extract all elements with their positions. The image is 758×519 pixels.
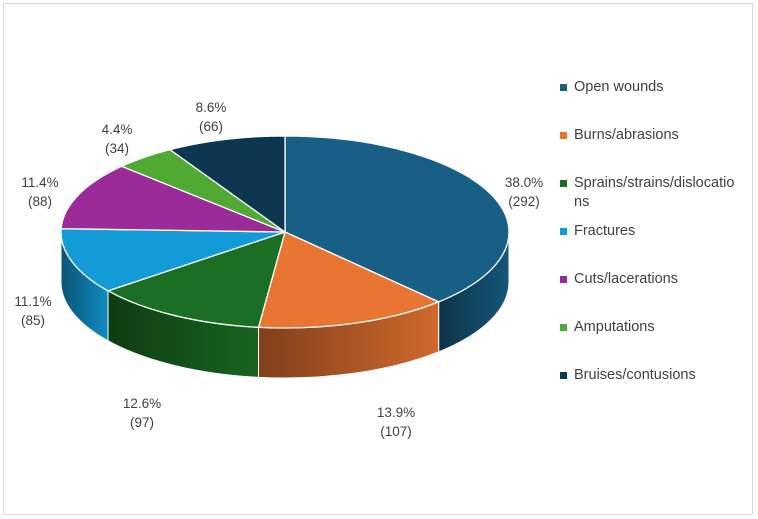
legend-label: Fractures [574, 223, 636, 239]
data-label-percent: 11.1% [14, 294, 51, 309]
legend-label: Sprains/strains/dislocations [574, 175, 735, 210]
legend-item-fractures: Fractures [560, 222, 740, 270]
data-label-count: (107) [380, 424, 412, 439]
pie-slice-fractures [60, 228, 286, 292]
data-label-count: (88) [28, 194, 52, 209]
legend-label: Open wounds [574, 79, 664, 95]
legend-item-burns: Burns/abrasions [560, 126, 740, 174]
pie-slice-open-wounds [284, 135, 510, 303]
data-labels: 38.0% (292)13.9% (107)12.6% (97)11.1% (85)11… [14, 100, 543, 439]
data-label-count: (292) [508, 194, 540, 209]
pie-side-walls [60, 231, 510, 379]
chart-frame: 38.0% (292) 13.9% (107) 12.6% (97) 11.1% (85) 11… [3, 3, 753, 515]
data-label: 38.0% (292) [505, 175, 543, 209]
legend-label: Burns/abrasions [574, 127, 679, 143]
legend-label: Cuts/lacerations [574, 271, 678, 287]
data-label-percent: 4.4% [102, 122, 133, 137]
legend-item-sprains: Sprains/strains/dislocations [560, 174, 740, 222]
data-label: 8.6% (66) [196, 100, 227, 134]
pie-slice-bruises-contusions [168, 135, 286, 234]
data-label: 4.4% (34) [102, 122, 133, 156]
data-label-percent: 8.6% [196, 100, 227, 115]
legend-label: Bruises/contusions [574, 367, 696, 383]
pie-top [60, 135, 510, 329]
legend-swatch [560, 180, 567, 187]
data-label-count: (34) [105, 141, 129, 156]
data-label-count: (66) [199, 119, 223, 134]
legend-item-amputations: Amputations [560, 318, 740, 366]
pie-chart: 38.0% (292)13.9% (107)12.6% (97)11.1% (85)11… [14, 100, 543, 439]
legend-label: Amputations [574, 319, 655, 335]
data-label: 11.4% (88) [21, 175, 58, 209]
legend-swatch [560, 132, 567, 139]
legend-item-open-wounds: Open wounds [560, 78, 740, 126]
legend-swatch [560, 324, 567, 331]
data-label: 12.6% (97) [123, 396, 161, 430]
data-label: 11.1% (85) [14, 294, 51, 328]
pie-slice-sprains-strains-dislocations [106, 230, 286, 329]
legend-item-bruises: Bruises/contusions [560, 366, 740, 414]
data-label-count: (85) [21, 313, 45, 328]
legend-swatch [560, 372, 567, 379]
data-label-percent: 11.4% [21, 175, 58, 190]
data-label: 13.9% (107) [377, 405, 415, 439]
legend-item-cuts: Cuts/lacerations [560, 270, 740, 318]
pie-slice-burns-abrasions [257, 231, 441, 329]
legend-swatch [560, 276, 567, 283]
data-label-percent: 12.6% [123, 396, 161, 411]
legend: Open wounds Burns/abrasions Sprains/stra… [560, 78, 740, 414]
data-label-percent: 13.9% [377, 405, 415, 420]
pie-slice-cuts-lacerations [60, 165, 286, 233]
data-label-percent: 38.0% [505, 175, 543, 190]
legend-swatch [560, 228, 567, 235]
legend-swatch [560, 84, 567, 91]
data-label-count: (97) [130, 415, 154, 430]
